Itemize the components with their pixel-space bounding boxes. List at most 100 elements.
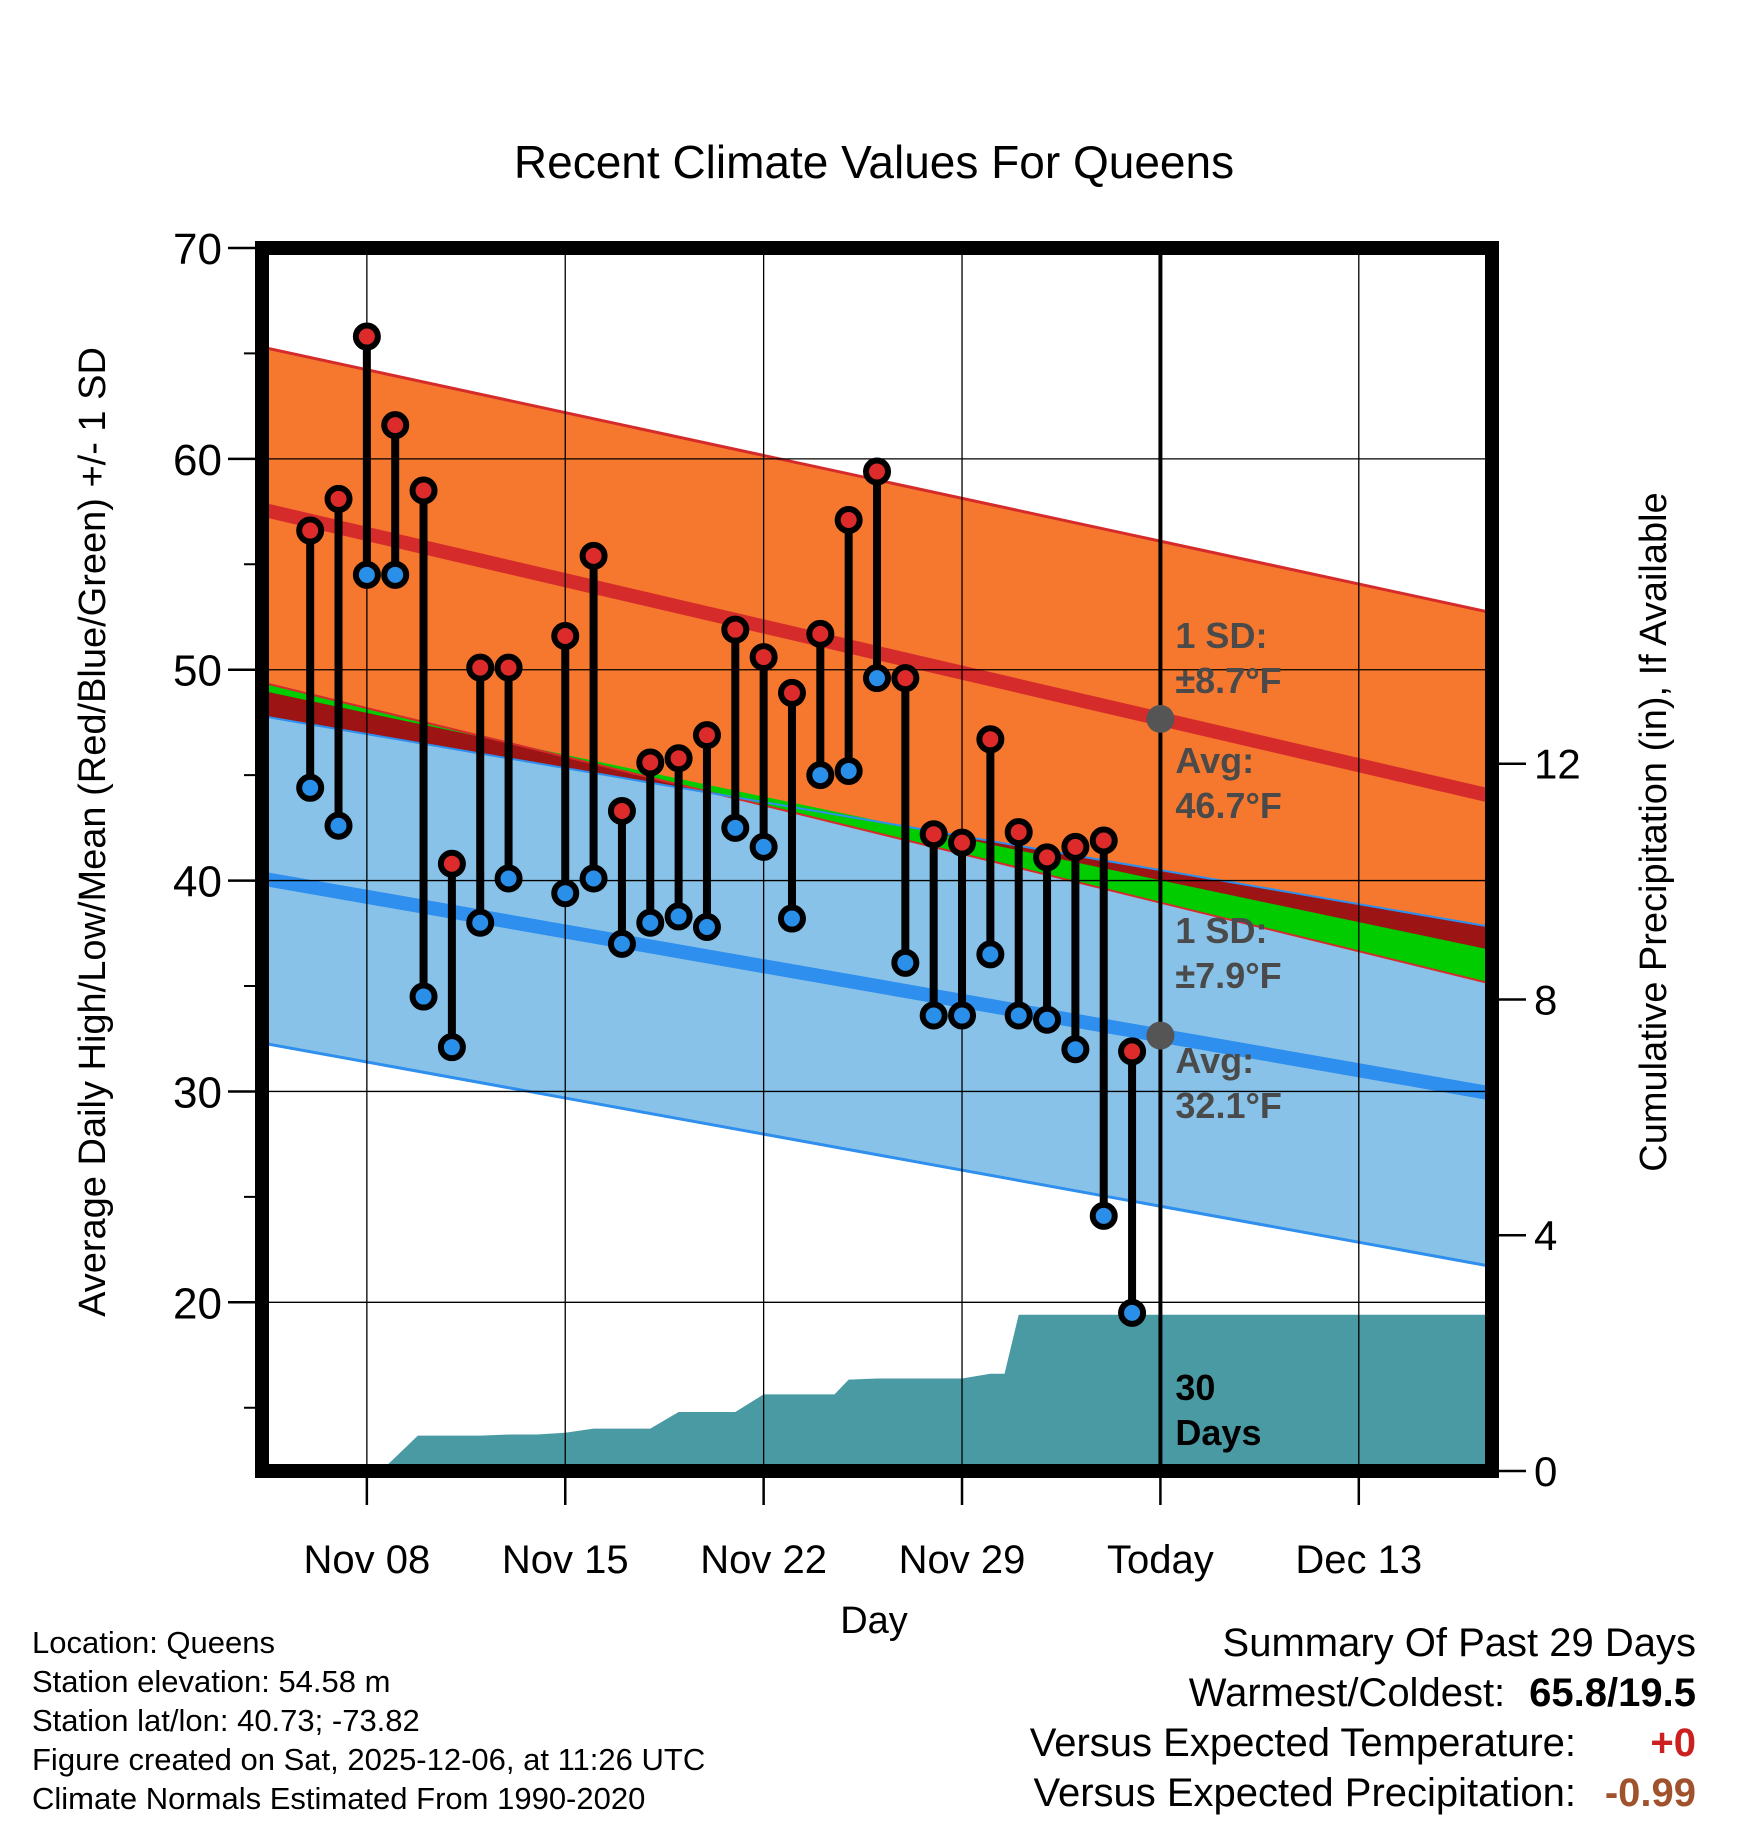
low-sd-value: ±7.9°F (1175, 955, 1281, 996)
high-sd-label: 1 SD: (1175, 615, 1267, 656)
x-tick-label: Nov 29 (899, 1538, 1026, 1582)
days-unit-label: Days (1175, 1412, 1261, 1453)
daily-low-point (891, 948, 920, 977)
daily-low-point (1089, 1201, 1118, 1230)
high-sd-lower-line (262, 681, 1492, 985)
daily-high-point (919, 820, 948, 849)
warmest-coldest-value: 65.8/19.5 (1529, 1671, 1696, 1715)
y2-tick-label: 8 (1534, 976, 1557, 1023)
daily-low-point (381, 560, 410, 589)
plot-area (262, 345, 1492, 1471)
x-tick-label: Today (1107, 1538, 1214, 1582)
low-avg-dot (1146, 1021, 1175, 1050)
high-sd-value: ±8.7°F (1175, 660, 1281, 701)
summary-title: Summary Of Past 29 Days (1222, 1621, 1696, 1665)
low-sd-label: 1 SD: (1175, 910, 1267, 951)
daily-high-point (1061, 832, 1090, 861)
daily-high-point (863, 457, 891, 486)
y-tick-label: 40 (173, 858, 222, 907)
low-sd-lower-line (262, 1041, 1492, 1268)
normal-low-line (262, 871, 1492, 1101)
daily-low-point (664, 902, 693, 931)
low-avg-label: Avg: (1175, 1040, 1254, 1081)
plot-frame (255, 241, 1499, 1478)
y-tick-label: 20 (173, 1279, 222, 1328)
created-text: Figure created on Sat, 2025-12-06, at 11… (32, 1742, 706, 1777)
daily-high-point (777, 678, 806, 707)
y-tick-label: 50 (173, 647, 222, 696)
daily-high-point (437, 849, 466, 878)
daily-high-point (749, 643, 778, 672)
daily-high-point (607, 797, 636, 826)
y-axis-label: Average Daily High/Low/Mean (Red/Blue/Gr… (72, 347, 114, 1317)
daily-high-point (721, 615, 750, 644)
daily-low-point (437, 1033, 466, 1062)
high-avg-label: Avg: (1175, 740, 1254, 781)
daily-high-point (692, 721, 721, 750)
daily-low-point (607, 929, 636, 958)
precipitation-anomaly-label: Versus Expected Precipitation: (1033, 1771, 1576, 1815)
chart-title: Recent Climate Values For Queens (514, 136, 1234, 188)
daily-low-point (692, 912, 721, 941)
daily-low-point (324, 811, 353, 840)
daily-high-point (834, 506, 863, 535)
temperature-anomaly-row: Versus Expected Temperature: +0 (1030, 1718, 1696, 1768)
daily-low-point (1118, 1298, 1147, 1327)
daily-high-point (579, 541, 608, 570)
daily-high-point (976, 725, 1005, 754)
temperature-anomaly-value: +0 (1650, 1721, 1696, 1765)
y-tick-label: 60 (173, 436, 222, 485)
daily-low-point (721, 813, 750, 842)
daily-high-point (551, 621, 580, 650)
warmest-coldest-row: Warmest/Coldest: 65.8/19.5 (1030, 1668, 1696, 1718)
daily-high-point (352, 322, 381, 351)
daily-low-point (749, 832, 778, 861)
daily-high-point (1089, 826, 1118, 855)
temperature-anomaly-label: Versus Expected Temperature: (1029, 1721, 1576, 1765)
daily-low-point (352, 560, 381, 589)
elevation-text: Station elevation: 54.58 m (32, 1664, 391, 1699)
precipitation-anomaly-row: Versus Expected Precipitation: -0.99 (1030, 1768, 1696, 1818)
y-tick-label: 30 (173, 1068, 222, 1117)
x-tick-label: Nov 15 (502, 1538, 629, 1582)
daily-low-point (494, 864, 523, 893)
daily-low-point (1004, 1001, 1033, 1030)
daily-low-point (296, 773, 325, 802)
y2-axis-label: Cumulative Precipitation (in), If Availa… (1633, 492, 1675, 1171)
daily-low-point (466, 908, 495, 937)
y2-tick-label: 4 (1534, 1212, 1557, 1259)
daily-low-point (636, 908, 665, 937)
daily-high-point (891, 664, 920, 693)
precipitation-anomaly-value: -0.99 (1604, 1771, 1696, 1815)
daily-high-point (1033, 843, 1062, 872)
daily-low-point (863, 664, 891, 693)
y2-tick-label: 0 (1534, 1448, 1557, 1495)
low-avg-value: 32.1°F (1175, 1085, 1281, 1126)
daily-low-point (409, 982, 438, 1011)
daily-low-point (777, 904, 806, 933)
high-avg-dot (1146, 704, 1175, 733)
y2-tick-label: 12 (1534, 741, 1581, 788)
daily-low-point (834, 756, 863, 785)
high-avg-value: 46.7°F (1175, 785, 1281, 826)
low-sd-upper-line (262, 715, 1492, 928)
daily-low-point (579, 864, 608, 893)
daily-high-point (806, 619, 835, 648)
days-count-label: 30 (1175, 1367, 1215, 1408)
x-tick-label: Nov 08 (303, 1538, 430, 1582)
warmest-coldest-label: Warmest/Coldest: (1188, 1671, 1506, 1715)
daily-low-point (551, 879, 580, 908)
daily-low-point (1061, 1035, 1090, 1064)
station-info: Location: Queens Station elevation: 54.5… (32, 1623, 705, 1818)
daily-high-point (381, 411, 410, 440)
y-tick-label: 70 (173, 225, 222, 274)
daily-high-point (664, 744, 693, 773)
daily-low-point (976, 940, 1005, 969)
location-text: Location: Queens (32, 1625, 276, 1660)
x-tick-label: Nov 22 (700, 1538, 827, 1582)
daily-high-point (1004, 818, 1033, 847)
daily-high-point (636, 748, 665, 777)
daily-high-point (324, 484, 353, 513)
daily-high-point (1118, 1037, 1147, 1066)
